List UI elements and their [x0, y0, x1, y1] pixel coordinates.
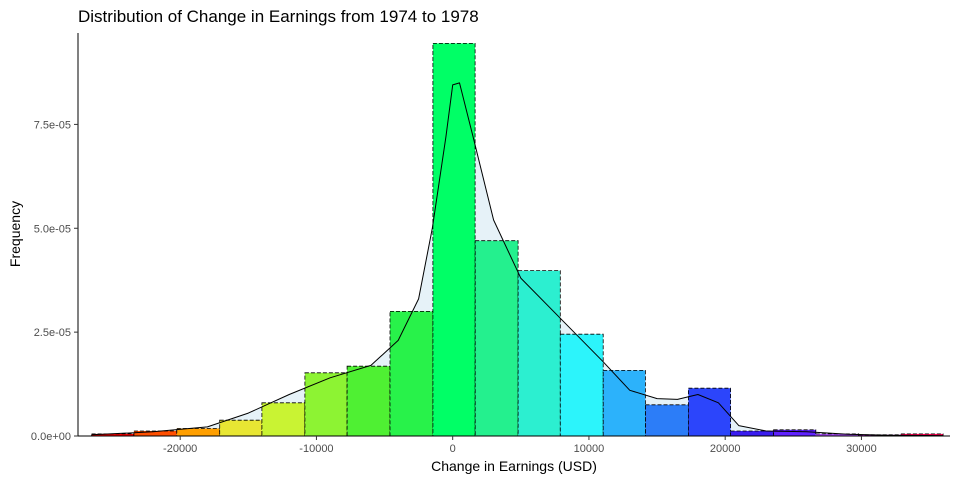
histogram-bar-9: [432, 43, 476, 437]
x-tick-label: 10000: [574, 443, 605, 455]
x-tick-label: -10000: [299, 443, 333, 455]
axes-layer: [77, 33, 950, 437]
density-line-layer: [91, 82, 944, 437]
x-tick-label: 20000: [710, 443, 741, 455]
histogram-bar-14: [645, 404, 689, 437]
histogram-bar-8: [389, 310, 434, 437]
y-tick-label: 5.0e-05: [34, 223, 71, 235]
y-tick-label: 2.5e-05: [34, 327, 71, 339]
y-tick-label: 7.5e-05: [34, 119, 71, 131]
histogram-bar-15: [688, 387, 732, 437]
histogram-bar-3: [176, 428, 221, 437]
x-tick-label: 30000: [846, 443, 877, 455]
histogram-bar-17: [773, 429, 817, 437]
histogram-bar-4: [219, 419, 263, 437]
histogram-bar-12: [559, 333, 604, 437]
y-axis-title: Frequency: [7, 201, 23, 267]
histogram-bar-7: [346, 365, 391, 437]
histogram-bar-16: [730, 430, 774, 437]
x-tick-label: -20000: [163, 443, 197, 455]
histogram-bar-10: [474, 240, 519, 437]
chart-title: Distribution of Change in Earnings from …: [78, 7, 479, 26]
ticks-layer: -20000 -10000 0 10000 20000 30000 0.0e+00 2.5e-…: [31, 119, 877, 455]
x-tick-label: 0: [450, 443, 456, 455]
histogram-bar-13: [602, 369, 646, 437]
histogram-bar-6: [304, 372, 348, 437]
bars-layer: [91, 43, 944, 437]
histogram-bar-5: [261, 402, 306, 437]
x-axis-title: Change in Earnings (USD): [431, 458, 597, 474]
y-tick-label: 0.0e+00: [31, 431, 71, 443]
histogram-bar-11: [517, 270, 561, 437]
density-line: [91, 82, 944, 437]
